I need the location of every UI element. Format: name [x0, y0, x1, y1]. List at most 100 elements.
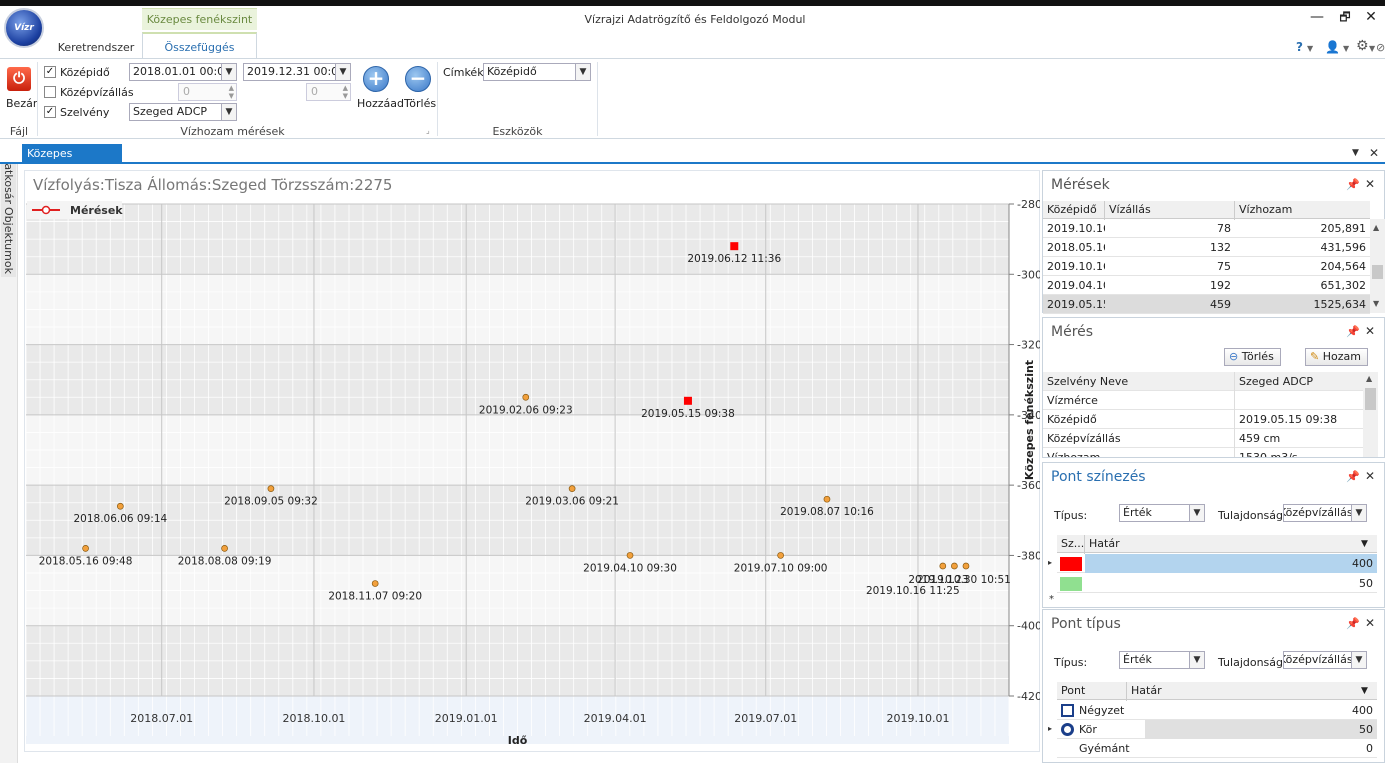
chart-legend[interactable]: Mérések: [27, 201, 123, 219]
data-point[interactable]: [221, 545, 228, 552]
data-point[interactable]: [371, 580, 379, 587]
table-row[interactable]: 2019.05.15. 459 1525,634: [1043, 295, 1370, 314]
table-row[interactable]: Négyzet 400: [1057, 701, 1377, 720]
kozepvizallas-checkbox[interactable]: [44, 86, 56, 98]
app-logo[interactable]: Vízr: [4, 8, 44, 48]
table-row[interactable]: Kör 50: [1057, 720, 1377, 739]
color-swatch[interactable]: [1060, 577, 1082, 591]
data-point[interactable]: [626, 552, 634, 559]
chevron-down-icon[interactable]: ▼: [1361, 686, 1368, 696]
scrollbar[interactable]: ▲ ▼: [1370, 219, 1385, 313]
help-icon[interactable]: ?: [1296, 40, 1303, 54]
table-row[interactable]: 2019.10.16. 75 204,564: [1043, 257, 1370, 276]
table-row[interactable]: 2019.04.10. 192 651,302: [1043, 276, 1370, 295]
kozepido-checkbox[interactable]: ✓: [44, 66, 56, 78]
close-button-label[interactable]: Bezár: [6, 97, 38, 110]
data-point[interactable]: [962, 562, 970, 570]
user-icon[interactable]: 👤: [1325, 40, 1340, 54]
fetch-discharge-button[interactable]: ✎ Hozam: [1305, 348, 1368, 366]
property-row[interactable]: Középidő 2019.05.15 09:38: [1043, 410, 1363, 429]
chevron-down-icon[interactable]: ▼: [1189, 505, 1204, 521]
tab-keretrendszer[interactable]: Keretrendszer: [57, 41, 135, 54]
tab-osszefugges[interactable]: Összefüggés: [142, 32, 257, 59]
scrollbar-thumb[interactable]: [1365, 388, 1376, 410]
property-row[interactable]: Középvízállás 459 cm: [1043, 429, 1363, 448]
table-row[interactable]: 2019.10.16. 78 205,891: [1043, 219, 1370, 238]
restore-button[interactable]: 🗗: [1339, 10, 1351, 24]
scroll-up-icon[interactable]: ▲: [1366, 374, 1373, 383]
data-point[interactable]: [683, 396, 692, 405]
delete-measurement-button[interactable]: ⊖ Törlés: [1224, 348, 1281, 366]
pin-icon[interactable]: 📌: [1346, 617, 1360, 630]
min-level-spinner[interactable]: 0 ▲ ▼: [178, 83, 237, 101]
spin-arrows-icon[interactable]: ▲ ▼: [342, 84, 348, 100]
scroll-down-icon[interactable]: ▼: [1373, 299, 1380, 308]
data-point[interactable]: [522, 393, 530, 401]
data-point[interactable]: [116, 502, 124, 510]
add-button-label[interactable]: Hozzáad: [357, 97, 405, 110]
data-point[interactable]: [939, 562, 947, 570]
property-row[interactable]: Vízhozam 1530 m3/s: [1043, 448, 1363, 457]
table-row[interactable]: Gyémánt 0: [1057, 739, 1377, 758]
chevron-down-icon[interactable]: ▼: [1351, 652, 1366, 668]
chevron-down-icon[interactable]: ▼: [1351, 505, 1366, 521]
property-row[interactable]: Vízmérce: [1043, 391, 1363, 410]
sidebar-tab-objektumok[interactable]: Objektumok: [1, 204, 16, 277]
chevron-down-icon[interactable]: ▼: [575, 64, 590, 80]
property-row[interactable]: Szelvény Neve Szeged ADCP: [1043, 372, 1363, 391]
pin-icon[interactable]: 📌: [1346, 178, 1360, 191]
add-icon[interactable]: +: [363, 66, 389, 92]
property-select[interactable]: Középvízállás ▼: [1283, 504, 1367, 522]
data-point[interactable]: [267, 485, 275, 493]
dialog-launcher-icon[interactable]: ⌟: [426, 126, 430, 135]
data-point[interactable]: [823, 495, 831, 503]
scatter-chart[interactable]: 2018.07.01 2018.10.01 2019.01.01 2019.04.01…: [24, 196, 1040, 752]
type-select[interactable]: Érték ▼: [1119, 504, 1205, 522]
chevron-down-icon[interactable]: ▼: [1369, 44, 1376, 53]
close-icon[interactable]: ✕: [1365, 469, 1376, 483]
color-swatch[interactable]: [1060, 557, 1082, 571]
document-tab[interactable]: Közepes fenékszint: [22, 144, 122, 180]
tab-menu-icon[interactable]: ▼: [1352, 148, 1359, 158]
data-point[interactable]: [568, 485, 576, 493]
minimize-button[interactable]: —: [1310, 9, 1324, 25]
table-row[interactable]: 400: [1057, 554, 1377, 573]
data-point[interactable]: [730, 242, 739, 251]
column-header[interactable]: Vízállás: [1105, 201, 1235, 220]
max-level-spinner[interactable]: 0 ▲ ▼: [306, 83, 351, 101]
close-icon[interactable]: ✕: [1365, 616, 1376, 630]
chevron-down-icon[interactable]: ▼: [335, 64, 350, 80]
close-icon[interactable]: ✕: [1365, 324, 1376, 338]
chevron-down-icon[interactable]: ▼: [221, 64, 236, 80]
column-header[interactable]: Határ: [1131, 684, 1162, 697]
close-tab-icon[interactable]: ✕: [1369, 146, 1380, 160]
delete-button-label[interactable]: Törlés: [404, 97, 437, 110]
column-header[interactable]: Határ: [1089, 537, 1120, 550]
type-select[interactable]: Érték ▼: [1119, 651, 1205, 669]
szelveny-checkbox[interactable]: ✓: [44, 106, 56, 118]
power-icon[interactable]: ⏻: [7, 67, 31, 91]
close-icon[interactable]: ✕: [1365, 177, 1376, 191]
szelveny-select[interactable]: Szeged ADCP ▼: [129, 103, 237, 121]
chevron-down-icon[interactable]: ▼: [1361, 539, 1368, 549]
data-point[interactable]: [82, 545, 89, 552]
column-header[interactable]: Pont: [1057, 682, 1127, 701]
scrollbar-thumb[interactable]: [1372, 265, 1383, 279]
column-header[interactable]: Vízhozam: [1239, 203, 1293, 216]
close-window-button[interactable]: ✕: [1365, 9, 1377, 25]
spin-arrows-icon[interactable]: ▲ ▼: [228, 84, 234, 100]
pin-icon[interactable]: 📌: [1346, 470, 1360, 483]
to-date-picker[interactable]: 2019.12.31 00:00 ▼: [243, 63, 351, 81]
table-row[interactable]: 2018.05.16. 132 431,596: [1043, 238, 1370, 257]
pin-icon[interactable]: ⊘: [1376, 41, 1385, 54]
labels-select[interactable]: Középidő ▼: [483, 63, 591, 81]
settings-icon[interactable]: ⚙: [1356, 38, 1369, 54]
scroll-up-icon[interactable]: ▲: [1373, 223, 1380, 232]
property-select[interactable]: Középvízállás ▼: [1283, 651, 1367, 669]
chevron-down-icon[interactable]: ▼: [1343, 44, 1350, 53]
scrollbar[interactable]: ▲: [1363, 372, 1378, 457]
data-point[interactable]: [777, 552, 784, 559]
column-header[interactable]: Középidő: [1043, 201, 1105, 220]
column-header[interactable]: Sz...: [1057, 535, 1085, 554]
chevron-down-icon[interactable]: ▼: [221, 104, 236, 120]
